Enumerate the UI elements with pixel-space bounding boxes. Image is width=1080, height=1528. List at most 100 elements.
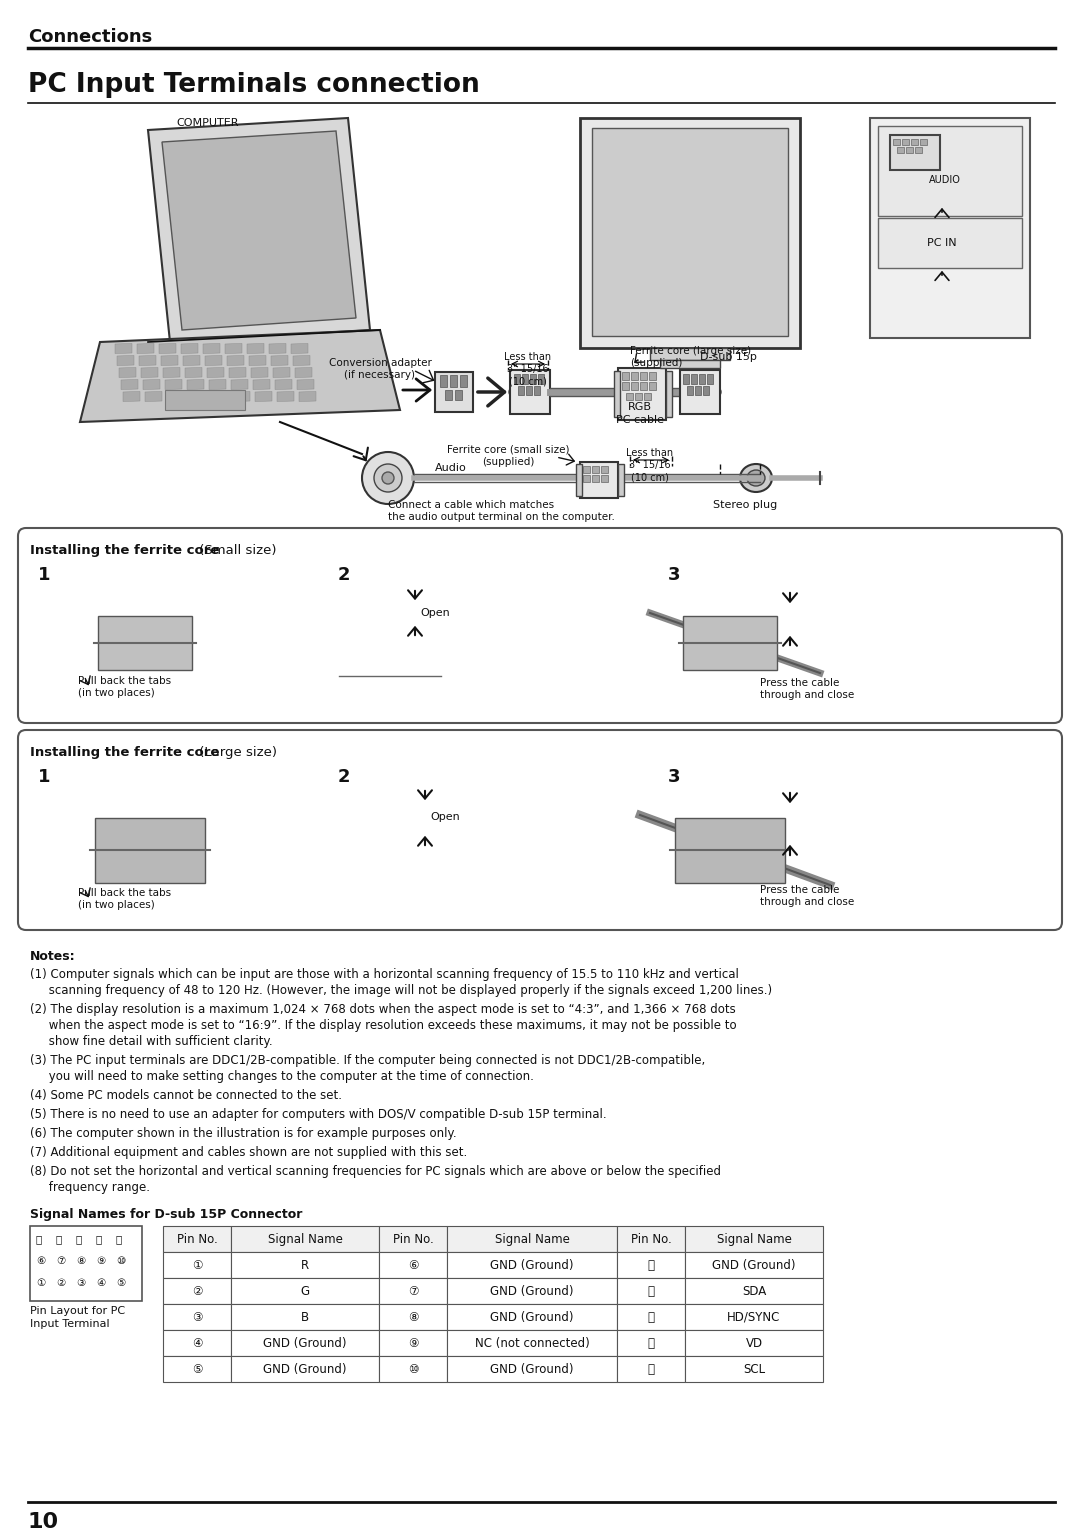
FancyBboxPatch shape <box>76 631 94 656</box>
Bar <box>592 128 788 336</box>
Text: AUDIO: AUDIO <box>929 176 961 185</box>
Text: SCL: SCL <box>743 1363 765 1377</box>
Bar <box>893 139 900 145</box>
Bar <box>685 1355 823 1381</box>
FancyBboxPatch shape <box>327 863 463 918</box>
Text: Less than
3" 15/16
(10 cm): Less than 3" 15/16 (10 cm) <box>626 448 674 483</box>
Polygon shape <box>183 356 200 365</box>
Text: D-sub 15p: D-sub 15p <box>700 351 757 362</box>
Ellipse shape <box>665 840 675 859</box>
Bar <box>696 387 701 396</box>
Bar <box>447 1329 617 1355</box>
Bar <box>379 1225 447 1251</box>
Ellipse shape <box>85 840 95 859</box>
Text: Installing the ferrite core: Installing the ferrite core <box>30 746 219 759</box>
Ellipse shape <box>325 866 345 915</box>
Polygon shape <box>161 356 178 365</box>
Ellipse shape <box>670 608 688 678</box>
Bar <box>703 387 708 396</box>
Ellipse shape <box>747 471 765 486</box>
Text: ②: ② <box>56 1277 65 1288</box>
Text: VD: VD <box>745 1337 762 1351</box>
Bar <box>379 1277 447 1303</box>
Bar <box>534 387 540 396</box>
FancyBboxPatch shape <box>18 529 1062 723</box>
Bar <box>440 374 447 387</box>
Text: (6) The computer shown in the illustration is for example purposes only.: (6) The computer shown in the illustrati… <box>30 1128 457 1140</box>
Text: 1: 1 <box>38 565 51 584</box>
Polygon shape <box>148 118 370 342</box>
Polygon shape <box>117 356 134 365</box>
Polygon shape <box>121 379 138 390</box>
Bar <box>231 1251 379 1277</box>
Text: ①: ① <box>36 1277 45 1288</box>
Bar <box>649 382 656 390</box>
Text: SDA: SDA <box>742 1285 766 1297</box>
Ellipse shape <box>330 656 347 695</box>
Ellipse shape <box>659 807 681 892</box>
Text: Pin No.: Pin No. <box>393 1233 433 1245</box>
Bar <box>640 371 647 380</box>
Text: Conversion adapter
(if necessary): Conversion adapter (if necessary) <box>328 358 431 380</box>
Bar <box>592 475 599 481</box>
Text: ③: ③ <box>76 1277 85 1288</box>
Polygon shape <box>233 391 249 402</box>
Polygon shape <box>276 391 294 402</box>
Ellipse shape <box>541 387 551 397</box>
Bar <box>660 361 720 368</box>
Text: ⑧: ⑧ <box>76 1256 85 1267</box>
Text: (7) Additional equipment and cables shown are not supplied with this set.: (7) Additional equipment and cables show… <box>30 1146 468 1160</box>
Polygon shape <box>269 344 286 353</box>
Polygon shape <box>211 391 228 402</box>
Polygon shape <box>141 368 158 377</box>
Ellipse shape <box>951 139 969 157</box>
Polygon shape <box>114 344 132 353</box>
Bar <box>455 390 462 400</box>
Bar <box>687 387 693 396</box>
Polygon shape <box>273 368 291 377</box>
Polygon shape <box>187 379 204 390</box>
Text: ⑰: ⑰ <box>36 1235 42 1244</box>
Text: ⑲: ⑲ <box>76 1235 82 1244</box>
FancyBboxPatch shape <box>649 836 669 863</box>
FancyBboxPatch shape <box>333 654 447 698</box>
Text: Pin No.: Pin No. <box>177 1233 217 1245</box>
Ellipse shape <box>675 636 683 649</box>
Ellipse shape <box>85 608 103 678</box>
Text: GND (Ground): GND (Ground) <box>490 1259 573 1271</box>
Polygon shape <box>299 391 316 402</box>
Text: Stereo plug: Stereo plug <box>713 500 778 510</box>
Polygon shape <box>210 379 226 390</box>
Text: R: R <box>301 1259 309 1271</box>
Ellipse shape <box>330 582 347 622</box>
Polygon shape <box>297 379 314 390</box>
Bar <box>450 374 457 387</box>
Polygon shape <box>181 344 198 353</box>
Text: Ferrite core (small size)
(supplied): Ferrite core (small size) (supplied) <box>447 445 569 468</box>
Text: (1) Computer signals which can be input are those with a horizontal scanning fre: (1) Computer signals which can be input … <box>30 969 772 996</box>
FancyBboxPatch shape <box>195 631 214 656</box>
Polygon shape <box>255 391 272 402</box>
Bar <box>685 1303 823 1329</box>
Bar <box>460 374 467 387</box>
Polygon shape <box>231 379 248 390</box>
Polygon shape <box>167 391 184 402</box>
Bar <box>635 393 642 400</box>
Bar <box>902 139 909 145</box>
Text: Less than
3" 15/16
(10 cm): Less than 3" 15/16 (10 cm) <box>504 351 552 387</box>
Bar <box>379 1251 447 1277</box>
Text: Ferrite core (large size)
(supplied): Ferrite core (large size) (supplied) <box>630 345 751 368</box>
Bar <box>163 1303 231 1329</box>
Polygon shape <box>189 391 206 402</box>
Text: PC Input Terminals connection: PC Input Terminals connection <box>28 72 480 98</box>
Bar <box>626 393 633 400</box>
Text: ⑳: ⑳ <box>96 1235 103 1244</box>
Bar <box>231 1303 379 1329</box>
Text: (Large size): (Large size) <box>194 746 276 759</box>
Text: ⑦: ⑦ <box>408 1285 418 1297</box>
Text: (Small size): (Small size) <box>194 544 276 558</box>
Bar <box>435 371 473 413</box>
Ellipse shape <box>90 636 98 649</box>
Bar <box>163 1355 231 1381</box>
Ellipse shape <box>382 472 394 484</box>
